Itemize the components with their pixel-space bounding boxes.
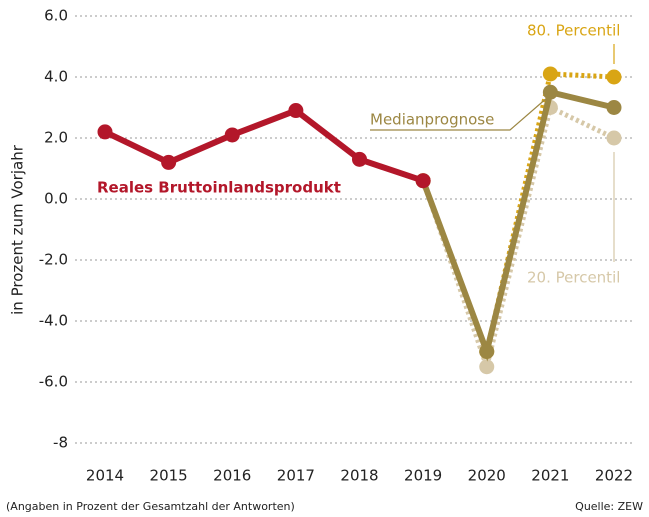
point	[161, 154, 177, 170]
point	[224, 127, 240, 143]
series-line	[103, 107, 425, 184]
x-tick-label: 2018	[340, 467, 378, 485]
point	[415, 173, 431, 189]
point	[606, 130, 622, 146]
point	[288, 103, 304, 119]
note: (Angaben in Prozent der Gesamtzahl der A…	[6, 500, 295, 513]
x-tick-label: 2015	[150, 467, 188, 485]
point	[542, 84, 558, 100]
y-tick-label: -4.0	[39, 312, 68, 330]
point	[479, 344, 495, 359]
source: Quelle: ZEW	[575, 500, 643, 513]
point	[97, 124, 113, 140]
series-label: Medianprognose	[370, 111, 494, 129]
y-tick-label: -6.0	[39, 373, 68, 391]
series-label: 20. Percentil	[527, 269, 620, 287]
series-label: Reales Bruttoinlandsprodukt	[97, 179, 341, 197]
y-tick-label: 2.0	[44, 129, 68, 147]
y-tick-label: -8	[53, 434, 68, 452]
y-tick-label: 6.0	[44, 7, 68, 25]
leader-line	[370, 96, 549, 131]
series-line	[420, 88, 615, 362]
y-axis-label: in Prozent zum Vorjahr	[9, 144, 27, 315]
point	[479, 359, 495, 375]
x-tick-label: 2019	[404, 467, 442, 485]
x-tick-label: 2017	[277, 467, 315, 485]
point	[542, 66, 558, 82]
series-label: 80. Percentil	[527, 22, 620, 40]
x-tick-label: 2021	[531, 467, 569, 485]
point	[606, 100, 622, 115]
point	[352, 151, 367, 167]
x-tick-label: 2014	[86, 467, 124, 485]
x-tick-label: 2020	[468, 467, 506, 485]
y-tick-label: 0.0	[44, 190, 68, 208]
point	[606, 69, 622, 85]
y-tick-label: -2.0	[39, 251, 68, 269]
series-line	[420, 103, 616, 376]
x-tick-label: 2016	[213, 467, 251, 485]
x-tick-label: 2022	[595, 467, 633, 485]
y-tick-label: 4.0	[44, 68, 68, 86]
